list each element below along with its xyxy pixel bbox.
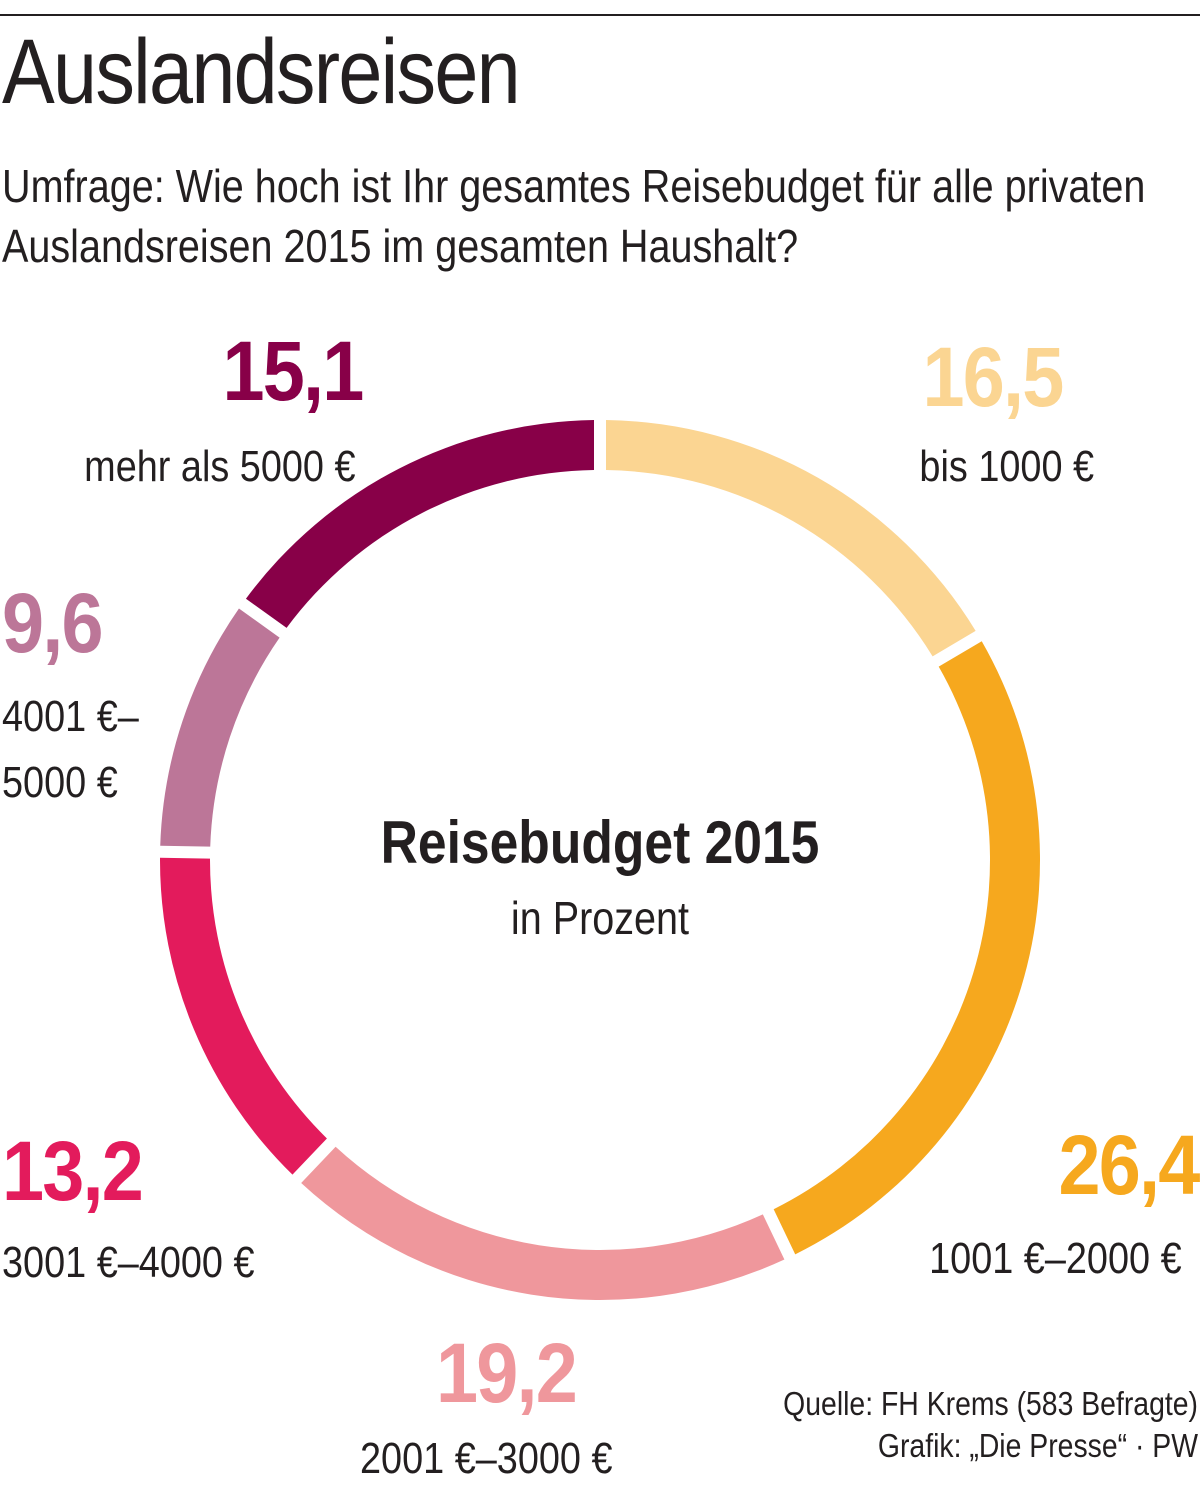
category-label-4001-5000-line2: 5000 € bbox=[2, 758, 118, 807]
donut-slice-bis-1000 bbox=[605, 420, 976, 657]
category-label-bis-1000: bis 1000 € bbox=[919, 442, 1094, 491]
donut-slice-1001-2000 bbox=[773, 641, 1040, 1255]
subtitle: Umfrage: Wie hoch ist Ihr gesamtes Reise… bbox=[2, 160, 1146, 272]
credit-line: Grafik: „Die Presse“ · PW bbox=[877, 1427, 1198, 1464]
value-label-3001-4000: 13,2 bbox=[2, 1124, 144, 1218]
category-label-4001-5000-line1: 4001 €– bbox=[2, 692, 139, 741]
chart-center-subtitle: in Prozent bbox=[510, 892, 690, 944]
donut-slice-2001-3000 bbox=[301, 1146, 785, 1300]
top-rule bbox=[0, 14, 1200, 16]
value-label-1001-2000: 26,4 bbox=[1058, 1118, 1200, 1212]
value-label-mehr-als-5000: 15,1 bbox=[222, 324, 364, 418]
category-label-mehr-als-5000: mehr als 5000 € bbox=[84, 442, 356, 491]
donut-slice-4001-5000 bbox=[160, 608, 280, 847]
category-label-1001-2000: 1001 €–2000 € bbox=[929, 1234, 1182, 1283]
donut-slice-3001-4000 bbox=[160, 857, 327, 1175]
category-label-2001-3000: 2001 €–3000 € bbox=[360, 1434, 613, 1483]
category-label-3001-4000: 3001 €–4000 € bbox=[2, 1238, 255, 1287]
value-label-bis-1000: 16,5 bbox=[922, 330, 1064, 424]
chart-center-title: Reisebudget 2015 bbox=[380, 809, 820, 876]
page-title: Auslandsreisen bbox=[2, 21, 521, 123]
value-label-4001-5000: 9,6 bbox=[2, 576, 103, 670]
donut-slice-mehr-als-5000 bbox=[245, 420, 595, 628]
value-label-2001-3000: 19,2 bbox=[436, 1326, 578, 1420]
source-line: Quelle: FH Krems (583 Befragte) bbox=[783, 1385, 1198, 1422]
